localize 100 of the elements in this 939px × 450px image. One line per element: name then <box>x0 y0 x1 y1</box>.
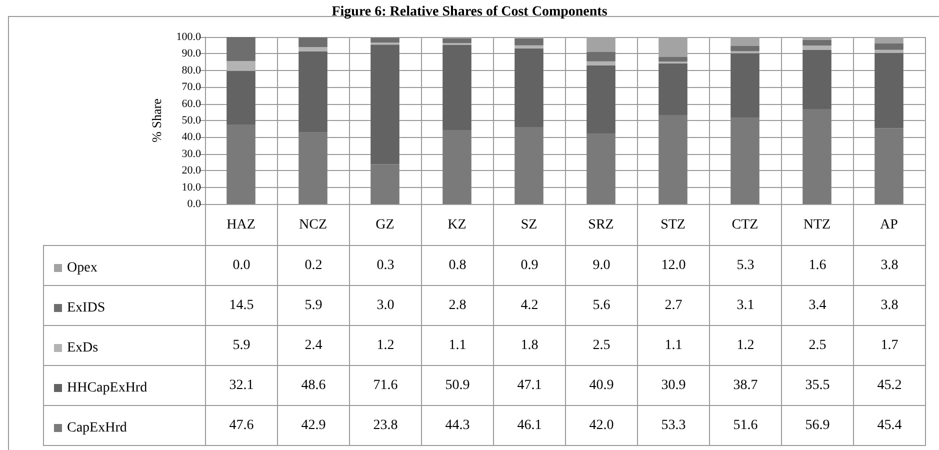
data-label: 5.6 <box>565 285 638 326</box>
x-tick-label: NTZ <box>803 218 831 232</box>
data-label: 42.0 <box>565 405 638 446</box>
data-label: 53.3 <box>637 405 710 446</box>
data-label: 42.9 <box>277 405 350 446</box>
data-label: 38.7 <box>709 365 782 406</box>
y-tick-label: 60.0 <box>182 98 202 110</box>
y-tick-label: 50.0 <box>182 114 202 126</box>
data-label: 0.2 <box>277 245 350 286</box>
data-label: 3.0 <box>349 285 422 326</box>
y-tick-label: 70.0 <box>182 81 202 94</box>
bar <box>802 46 832 50</box>
data-label: 5.9 <box>277 285 350 326</box>
y-tick-label: 10.0 <box>182 181 202 194</box>
data-label: 3.1 <box>709 285 782 326</box>
bar <box>514 127 544 204</box>
data-label: 45.4 <box>853 405 926 446</box>
data-label: 1.1 <box>637 325 710 366</box>
data-label: 40.9 <box>565 365 638 406</box>
data-label: 51.6 <box>709 405 782 446</box>
bar <box>658 57 688 62</box>
data-label: 3.8 <box>853 285 926 326</box>
chart-title: Figure 6: Relative Shares of Cost Components <box>332 4 608 20</box>
bar <box>730 118 760 204</box>
data-label: 9.0 <box>565 245 638 286</box>
bar <box>442 45 472 130</box>
data-label: 5.3 <box>709 245 782 286</box>
bar <box>226 70 256 125</box>
data-label: 2.8 <box>421 285 494 326</box>
bar <box>802 40 832 46</box>
x-tick-label: SRZ <box>588 218 614 232</box>
data-label: 2.5 <box>565 325 638 366</box>
data-label: 56.9 <box>781 405 854 446</box>
bar <box>658 63 688 115</box>
data-label: 2.4 <box>277 325 350 366</box>
data-label: 14.5 <box>205 285 278 326</box>
x-tick-label: CTZ <box>732 218 758 232</box>
data-label: 12.0 <box>637 245 710 286</box>
data-label: 3.4 <box>781 285 854 326</box>
data-label: 48.6 <box>277 365 350 406</box>
y-tick-label: 100.0 <box>176 31 202 43</box>
y-tick-label: 80.0 <box>182 64 202 76</box>
data-label: 46.1 <box>493 405 566 446</box>
data-label: 2.7 <box>637 285 710 326</box>
data-label: 23.8 <box>349 405 422 446</box>
data-label: 1.7 <box>853 325 926 366</box>
y-tick-label: 90.0 <box>182 48 202 60</box>
data-label: 4.2 <box>493 285 566 326</box>
bar <box>514 48 544 128</box>
bar <box>442 130 472 204</box>
data-label: 0.8 <box>421 245 494 286</box>
data-label: 1.2 <box>349 325 422 366</box>
data-label: 1.8 <box>493 325 566 366</box>
legend-label: Opex <box>67 260 98 276</box>
bar <box>514 45 544 48</box>
x-tick-label: AP <box>880 218 898 232</box>
data-label: 0.9 <box>493 245 566 286</box>
bar <box>586 66 616 134</box>
legend-label: ExIDS <box>67 300 106 316</box>
data-label: 2.5 <box>781 325 854 366</box>
bar <box>298 37 328 48</box>
x-tick-label: GZ <box>376 218 394 232</box>
bar <box>730 46 760 52</box>
legend-label: ExDs <box>67 340 98 356</box>
data-label: 30.9 <box>637 365 710 406</box>
data-label: 35.5 <box>781 365 854 406</box>
y-tick-label: 30.0 <box>182 148 202 160</box>
bar <box>730 53 760 118</box>
bar <box>874 128 904 204</box>
data-label: 50.9 <box>421 365 494 406</box>
data-label: 45.2 <box>853 365 926 406</box>
bar <box>370 44 400 164</box>
x-tick-label: HAZ <box>226 218 256 232</box>
bar <box>370 38 400 43</box>
bar <box>586 52 616 62</box>
bar <box>226 61 256 71</box>
bar <box>442 38 472 44</box>
bar <box>586 61 616 66</box>
bar <box>802 108 832 204</box>
bar <box>586 134 616 204</box>
bar <box>874 52 904 128</box>
x-tick-label: NCZ <box>299 218 327 232</box>
bar <box>370 164 400 204</box>
data-label: 3.8 <box>853 245 926 286</box>
bar <box>298 51 328 132</box>
x-tick-label: STZ <box>660 218 686 232</box>
y-tick-label: 0.0 <box>187 198 202 210</box>
data-label: 1.6 <box>781 245 854 286</box>
y-axis-title: % Share <box>149 98 164 142</box>
data-label: 47.1 <box>493 365 566 406</box>
data-label: 1.1 <box>421 325 494 366</box>
y-tick-label: 20.0 <box>182 164 202 177</box>
bar <box>226 37 256 62</box>
data-label: 44.3 <box>421 405 494 446</box>
data-label: 47.6 <box>205 405 278 446</box>
x-tick-label: SZ <box>520 218 538 232</box>
y-tick-label: 40.0 <box>182 131 202 144</box>
data-label: 0.3 <box>349 245 422 286</box>
bar <box>874 44 904 50</box>
legend-label: HHCapExHrd <box>67 380 148 396</box>
